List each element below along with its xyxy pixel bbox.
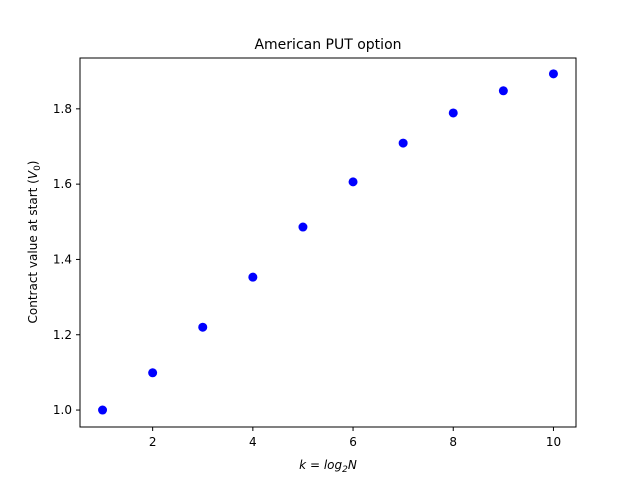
x-tick-label: 10: [546, 435, 561, 449]
data-point: [498, 86, 508, 96]
y-tick-label: 1.6: [53, 177, 72, 191]
x-tick-label: 2: [149, 435, 157, 449]
y-tick-label: 1.8: [53, 102, 72, 116]
x-axis-ticks: 2 4 6 8 10: [149, 427, 561, 449]
y-tick-label: 1.2: [53, 328, 72, 342]
plot-frame: [79, 57, 577, 428]
data-point: [98, 405, 108, 415]
x-tick-label: 6: [349, 435, 357, 449]
data-point: [198, 322, 208, 332]
data-point: [148, 368, 158, 378]
y-tick-label: 1.0: [53, 403, 72, 417]
data-points: [98, 69, 558, 415]
x-tick-label: 4: [249, 435, 257, 449]
x-tick-label: 8: [449, 435, 457, 449]
x-axis-label: k = log2N: [299, 458, 357, 475]
data-point: [298, 222, 308, 232]
data-point: [348, 177, 358, 187]
data-point: [548, 69, 558, 79]
y-axis-ticks: 1.0 1.2 1.4 1.6 1.8: [53, 102, 80, 417]
y-axis-label: Contract value at start (V0): [26, 161, 43, 324]
chart-title: American PUT option: [254, 37, 401, 53]
data-point: [398, 138, 408, 148]
data-point: [248, 272, 258, 282]
data-point: [448, 108, 458, 118]
y-tick-label: 1.4: [53, 252, 72, 266]
